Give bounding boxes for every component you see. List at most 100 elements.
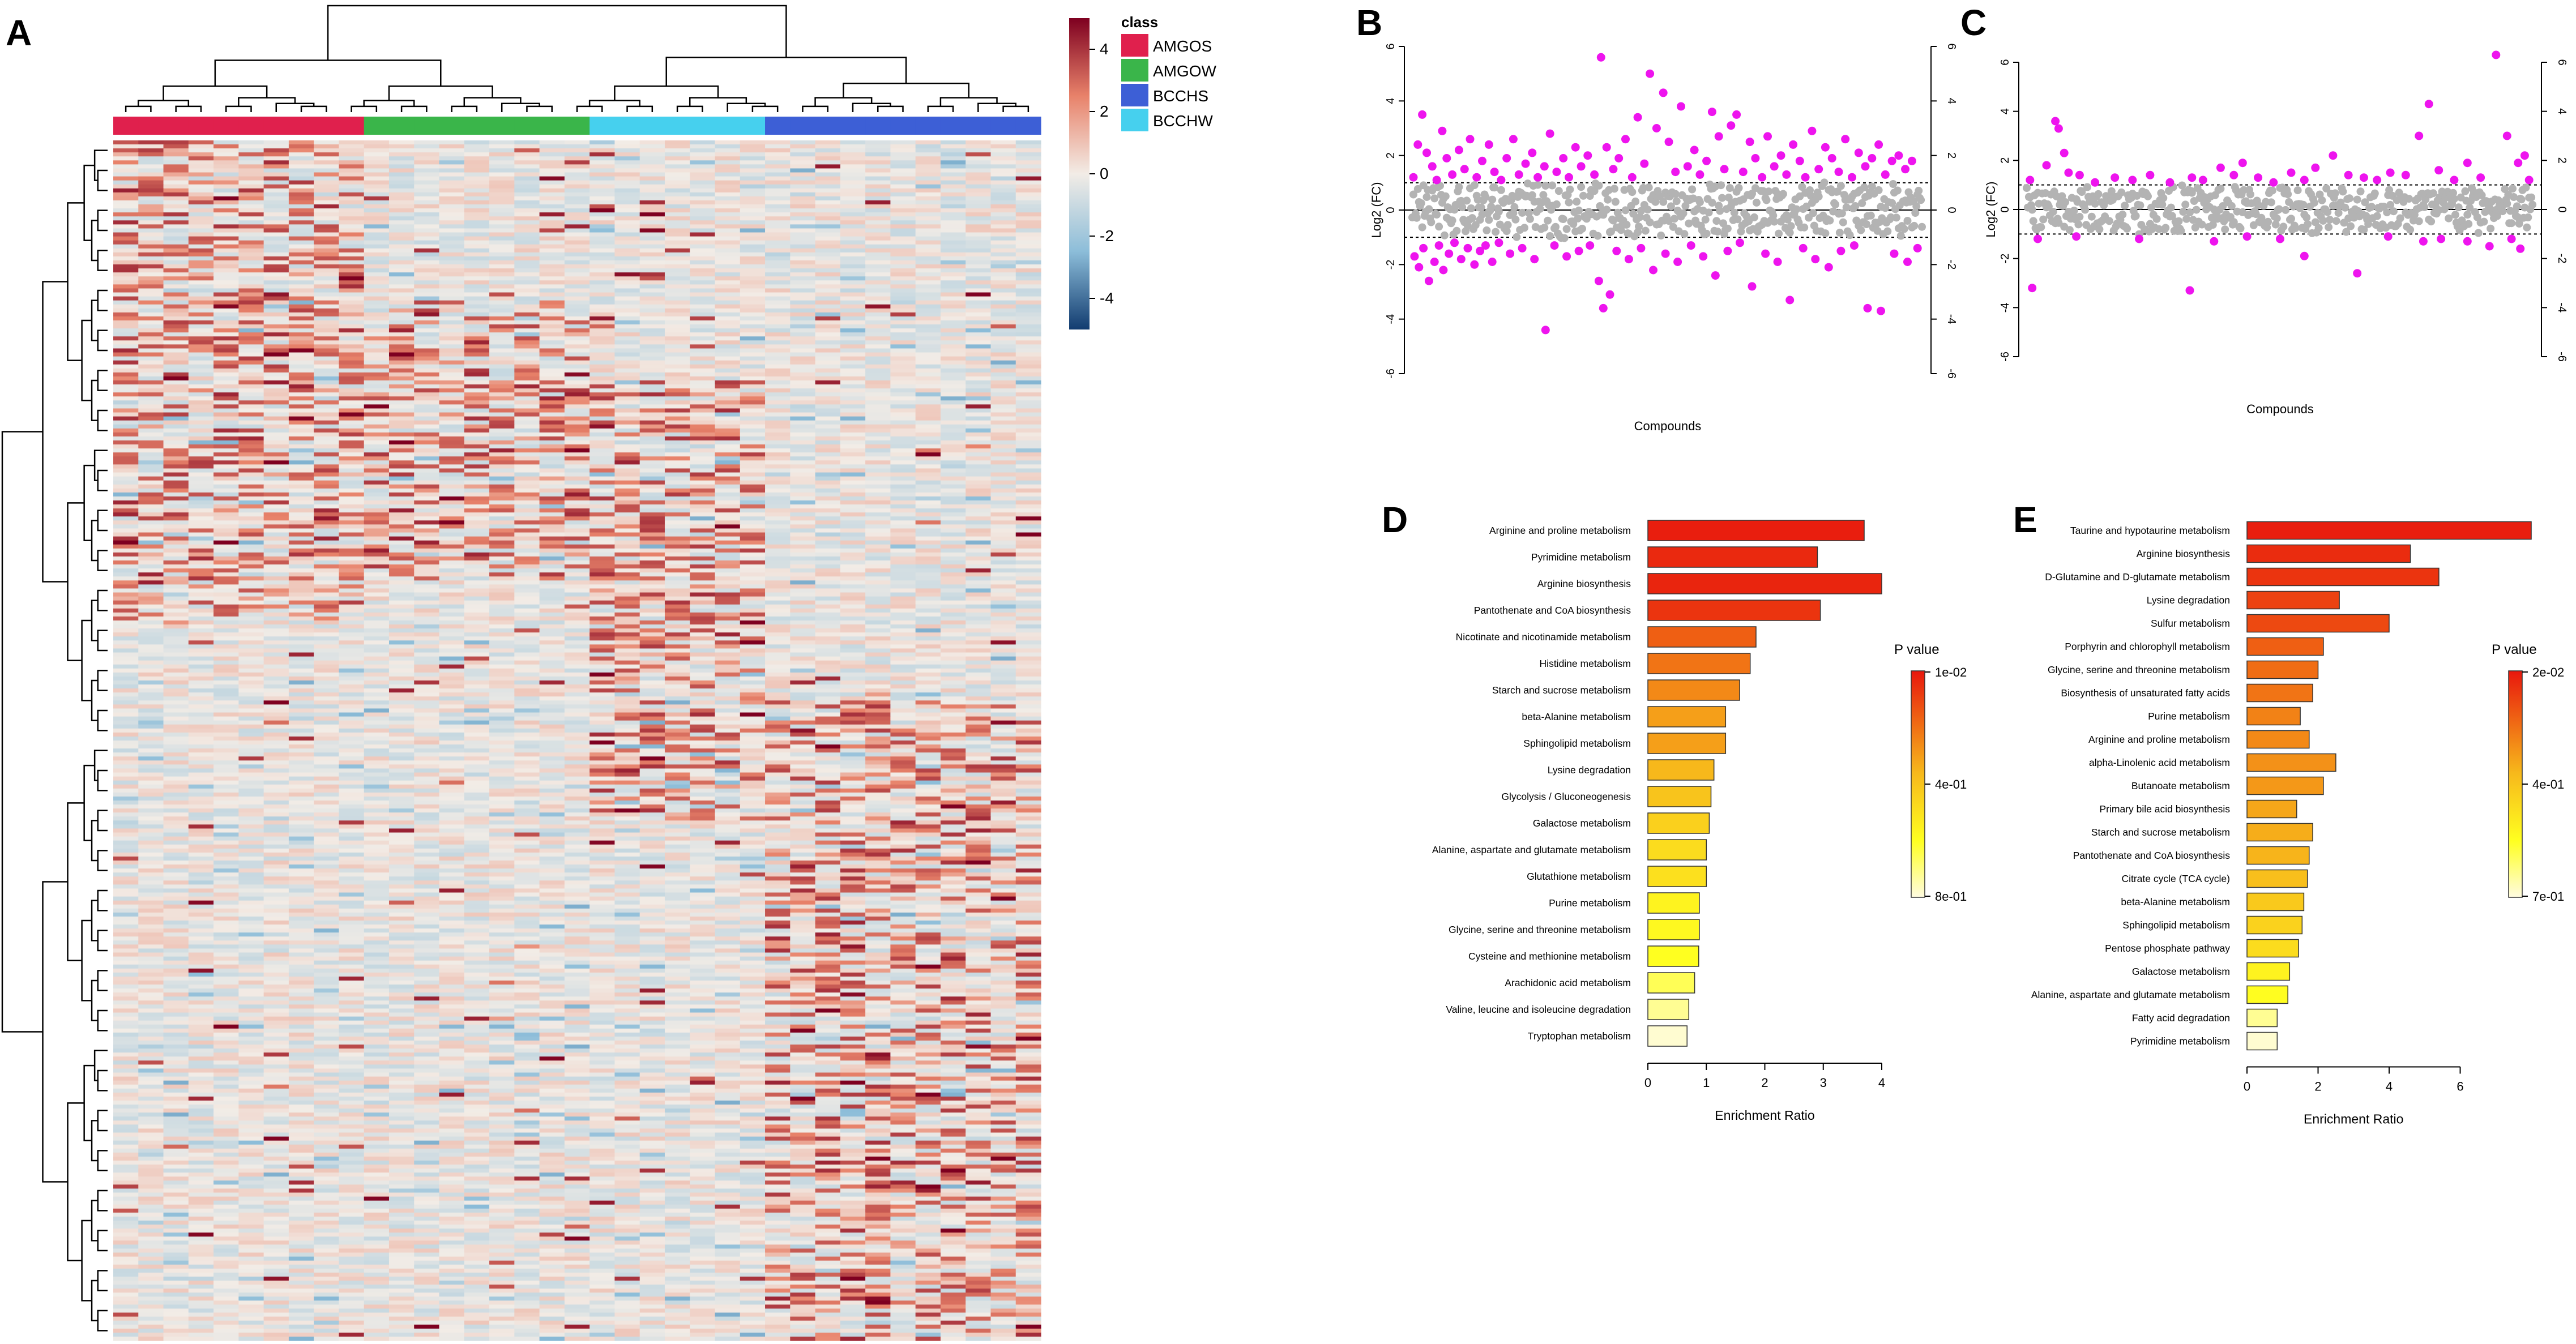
heatmap-cell [565, 297, 590, 301]
heatmap-cell [589, 560, 615, 565]
heatmap-cell [614, 485, 640, 489]
heatmap-cell [464, 284, 490, 289]
heatmap-cell [540, 316, 565, 321]
heatmap-cell [238, 148, 264, 153]
heatmap-cell [840, 496, 866, 501]
heatmap-cell [765, 417, 791, 421]
heatmap-cell [589, 636, 615, 641]
heatmap-cell [364, 661, 390, 665]
heatmap-cell [589, 189, 615, 193]
heatmap-cell [916, 140, 941, 145]
heatmap-cell [164, 537, 189, 541]
heatmap-cell [890, 580, 916, 585]
dendrogram-branch [92, 1201, 98, 1241]
heatmap-cell [865, 597, 891, 601]
heatmap-cell [339, 301, 364, 305]
heatmap-cell [1016, 549, 1041, 553]
heatmap-cell [213, 233, 239, 237]
heatmap-cell [213, 196, 239, 201]
heatmap-cell [414, 344, 439, 349]
heatmap-cell [339, 537, 364, 541]
heatmap-cell [815, 640, 841, 645]
heatmap-cell [514, 617, 540, 621]
heatmap-cell [916, 357, 941, 361]
heatmap-cell [614, 144, 640, 149]
heatmap-cell [740, 233, 766, 237]
heatmap-cell [264, 376, 289, 381]
heatmap-cell [364, 632, 390, 637]
heatmap-cell [565, 396, 590, 401]
heatmap-cell [314, 601, 339, 605]
heatmap-cell [589, 185, 615, 189]
heatmap-cell [540, 164, 565, 169]
heatmap-cell [614, 508, 640, 513]
heatmap-cell [740, 268, 766, 273]
heatmap-cell [540, 648, 565, 653]
heatmap-cell [414, 336, 439, 341]
heatmap-cell [765, 332, 791, 337]
heatmap-cell [414, 564, 439, 569]
heatmap-cell [790, 160, 815, 165]
heatmap-cell [238, 456, 264, 461]
heatmap-cell [364, 200, 390, 205]
heatmap-cell [364, 220, 390, 225]
heatmap-cell [489, 340, 515, 345]
heatmap-cell [138, 617, 164, 621]
heatmap-cell [464, 456, 490, 461]
heatmap-cell [640, 224, 665, 229]
heatmap-cell [264, 233, 289, 237]
heatmap-cell [890, 144, 916, 149]
heatmap-cell [189, 425, 214, 429]
heatmap-cell [565, 593, 590, 597]
heatmap-cell [640, 528, 665, 533]
heatmap-cell [890, 524, 916, 529]
heatmap-cell [916, 320, 941, 325]
heatmap-cell [765, 528, 791, 533]
heatmap-cell [740, 336, 766, 341]
heatmap-cell [589, 408, 615, 413]
heatmap-cell [189, 276, 214, 281]
heatmap-cell [1016, 545, 1041, 549]
heatmap-cell [138, 336, 164, 341]
heatmap-cell [389, 468, 415, 473]
heatmap-cell [514, 572, 540, 577]
heatmap-cell [464, 452, 490, 457]
heatmap-cell [389, 140, 415, 145]
heatmap-cell [765, 216, 791, 221]
heatmap-cell [1016, 516, 1041, 521]
heatmap-cell [890, 617, 916, 621]
heatmap-cell [339, 584, 364, 589]
heatmap-cell [740, 636, 766, 641]
heatmap-cell [916, 533, 941, 537]
heatmap-cell [514, 537, 540, 541]
heatmap-cell [865, 429, 891, 433]
heatmap-cell [514, 388, 540, 393]
heatmap-cell [765, 249, 791, 253]
heatmap-cell [439, 204, 465, 209]
heatmap-cell [565, 448, 590, 453]
heatmap-cell [840, 264, 866, 269]
heatmap-cell [314, 632, 339, 637]
heatmap-cell [690, 408, 715, 413]
heatmap-cell [765, 413, 791, 417]
heatmap-cell [189, 316, 214, 321]
heatmap-cell [865, 168, 891, 173]
heatmap-cell [966, 657, 991, 661]
heatmap-cell [238, 613, 264, 617]
heatmap-cell [364, 588, 390, 593]
heatmap-cell [414, 413, 439, 417]
heatmap-cell [339, 280, 364, 285]
heatmap-cell [765, 620, 791, 625]
heatmap-cell [113, 485, 139, 489]
heatmap-cell [614, 584, 640, 589]
heatmap-cell [690, 425, 715, 429]
heatmap-cell [865, 196, 891, 201]
heatmap-cell [840, 528, 866, 533]
heatmap-cell [740, 468, 766, 473]
heatmap-cell [765, 241, 791, 245]
heatmap-cell [966, 369, 991, 373]
heatmap-cell [464, 533, 490, 537]
heatmap-cell [815, 245, 841, 249]
heatmap-cell [464, 400, 490, 405]
heatmap-cell [890, 200, 916, 205]
